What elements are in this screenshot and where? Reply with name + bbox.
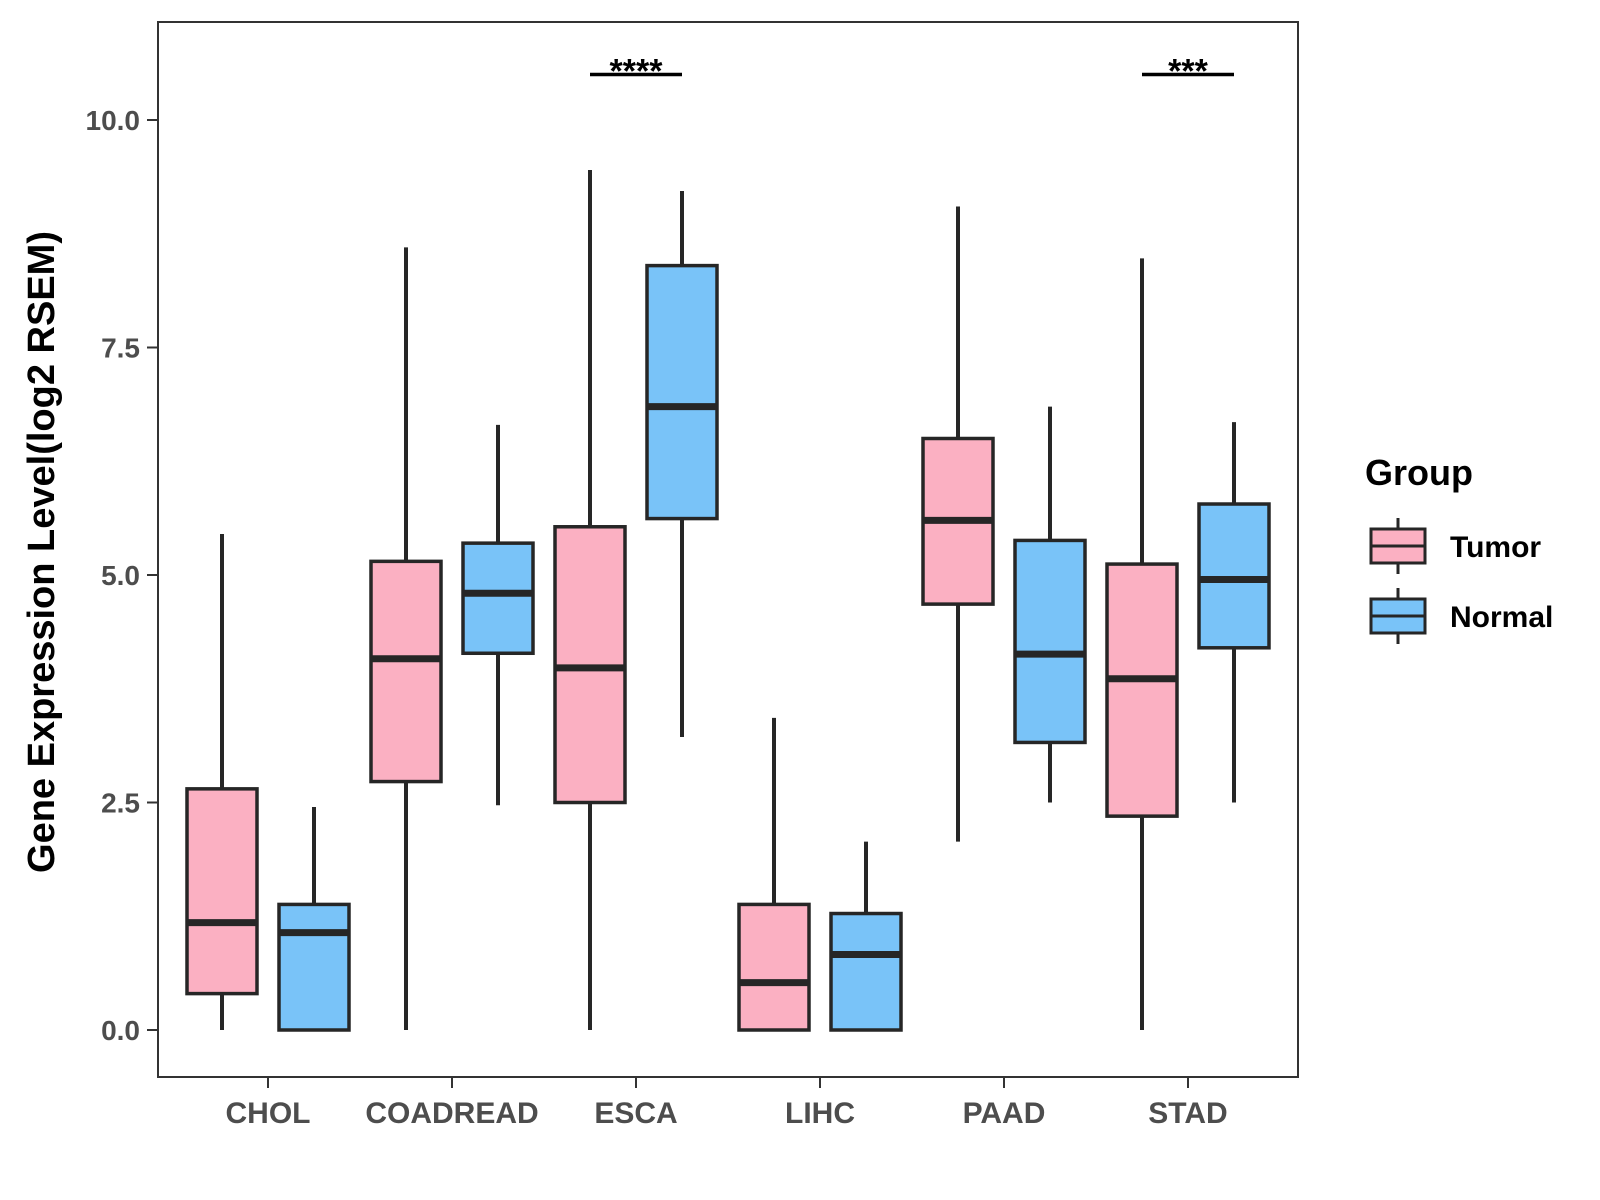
box-normal-coadread (461, 424, 535, 806)
legend: Group Tumor Normal (1365, 452, 1553, 644)
box-iqr (185, 787, 259, 996)
x-tick-label: STAD (1148, 1097, 1227, 1130)
legend-label: Normal (1450, 601, 1553, 634)
box-tumor-paad (921, 206, 995, 842)
box-iqr (1105, 562, 1179, 818)
x-axis: CHOL COADREAD ESCA LIHC PAAD STAD (226, 1077, 1228, 1130)
plot-panel (157, 21, 1299, 1078)
significance-label: **** (610, 53, 664, 91)
x-tick-label: LIHC (785, 1097, 855, 1130)
y-tick-label: 2.5 (101, 788, 140, 819)
box-normal-lihc (829, 841, 903, 1032)
boxes-layer (185, 170, 1271, 1032)
box-iqr (1197, 502, 1271, 650)
box-tumor-esca (553, 170, 627, 1030)
box-tumor-stad (1105, 258, 1179, 1030)
x-tick-label: ESCA (594, 1097, 677, 1130)
box-iqr (737, 902, 811, 1032)
box-tumor-coadread (369, 247, 443, 1030)
box-iqr (461, 541, 535, 656)
box-normal-paad (1013, 406, 1087, 803)
box-normal-chol (277, 807, 351, 1032)
y-tick-label: 5.0 (101, 560, 140, 591)
legend-label: Tumor (1450, 531, 1541, 564)
y-axis: 0.0 2.5 5.0 7.5 10.0 (86, 105, 158, 1046)
significance-annotations: **** *** (590, 53, 1234, 91)
box-iqr (1013, 538, 1087, 745)
box-tumor-lihc (737, 717, 811, 1032)
legend-entry-normal: Normal (1369, 588, 1553, 644)
y-tick-label: 10.0 (86, 105, 141, 136)
x-tick-label: PAAD (963, 1097, 1046, 1130)
x-tick-label: CHOL (226, 1097, 311, 1130)
legend-entry-tumor: Tumor (1369, 518, 1541, 574)
legend-title: Group (1365, 452, 1473, 493)
box-iqr (369, 559, 443, 784)
box-iqr (645, 263, 719, 521)
box-iqr (277, 902, 351, 1032)
y-tick-label: 7.5 (101, 333, 140, 364)
y-axis-label: Gene Expression Level(log2 RSEM) (21, 231, 63, 873)
box-tumor-chol (185, 534, 259, 1030)
box-normal-esca (645, 190, 719, 737)
x-tick-label: COADREAD (365, 1097, 538, 1130)
box-normal-stad (1197, 422, 1271, 803)
box-iqr (829, 911, 903, 1032)
significance-label: *** (1168, 53, 1208, 91)
y-tick-label: 0.0 (101, 1015, 140, 1046)
